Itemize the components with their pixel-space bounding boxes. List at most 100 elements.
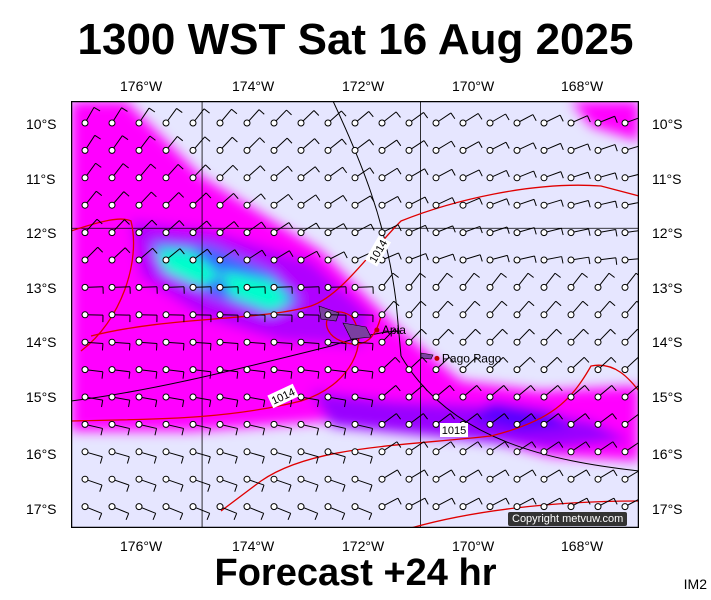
wind-barb (378, 356, 401, 374)
lon-label-top-176: 176°W (120, 78, 163, 94)
wind-barb (270, 193, 293, 209)
copyright-label: Copyright metvuw.com (508, 512, 628, 526)
map-frame (70, 100, 640, 529)
lon-label-bottom-176: 176°W (120, 538, 163, 554)
wind-barb (216, 503, 238, 521)
wind-barb (567, 272, 588, 291)
lon-label-bottom-170: 170°W (452, 538, 495, 554)
place-dot (374, 327, 380, 333)
wind-barb (162, 108, 183, 127)
wind-barb (243, 193, 266, 209)
wind-barb (108, 219, 130, 237)
wind-barb (216, 338, 239, 351)
wind-barb (270, 283, 293, 294)
wind-barb (189, 164, 211, 182)
wind-barb (486, 328, 508, 346)
wind-barb (405, 168, 429, 182)
wind-barb (567, 497, 591, 511)
wind-barb (351, 503, 373, 521)
wind-barb (81, 366, 104, 379)
wind-barb (189, 108, 210, 127)
wind-barb (594, 356, 617, 374)
wind-barb (351, 111, 374, 127)
wind-barb (324, 338, 347, 351)
wind-barb (81, 475, 103, 492)
wind-barb (405, 272, 426, 291)
wind-barb (297, 420, 320, 436)
wind-barb (243, 338, 266, 351)
wind-barb (432, 272, 453, 291)
wind-barb (81, 246, 104, 264)
wind-barb (513, 198, 537, 209)
wind-barb (513, 328, 535, 346)
wind-barb (432, 140, 456, 154)
wind-barb (459, 197, 483, 209)
wind-barb (189, 283, 212, 294)
lat-label-left-12: 12°S (26, 225, 57, 241)
wind-barb (81, 134, 101, 154)
wind-barb (405, 112, 429, 127)
wind-barb (405, 328, 427, 346)
wind-barb (216, 136, 238, 154)
wind-barb (351, 283, 374, 294)
wind-barb (81, 448, 103, 464)
wind-barb (405, 469, 429, 483)
wind-barb (432, 441, 456, 456)
wind-barb (297, 393, 320, 408)
wind-barb (324, 194, 348, 209)
wind-barb (243, 283, 266, 294)
wind-barb (513, 227, 537, 237)
wind-barb (324, 366, 347, 379)
wind-barb (243, 420, 266, 436)
lat-label-left-16: 16°S (26, 446, 57, 462)
wind-barb (459, 469, 483, 483)
wind-barb (351, 195, 375, 209)
wind-barb (378, 300, 400, 319)
wind-barb (135, 283, 158, 294)
wind-barb (594, 228, 618, 237)
forecast-label: Forecast +24 hr (214, 552, 497, 594)
wind-barb (297, 475, 319, 492)
wind-barb (351, 448, 373, 464)
wind-barb (189, 503, 211, 521)
wind-barb (486, 497, 510, 511)
wind-barb (459, 272, 480, 291)
wind-barb (351, 311, 374, 323)
wind-barb (243, 249, 267, 264)
wind-barb (216, 283, 239, 294)
wind-barb (189, 366, 212, 379)
map-canvas: Apia Pago Pago 1014 1014 1015 (70, 100, 645, 529)
wind-barb (324, 311, 347, 323)
wind-barb (405, 140, 429, 154)
wind-barb (459, 356, 482, 374)
wind-barb (108, 107, 128, 127)
wind-barb (540, 441, 564, 456)
wind-barb (567, 356, 590, 374)
wind-barb (432, 168, 456, 182)
wind-barb (270, 475, 292, 492)
wind-barb (567, 256, 591, 265)
wind-barb (162, 503, 184, 521)
wind-barb (432, 469, 456, 483)
wind-barb (108, 135, 129, 154)
wind-barb (540, 413, 563, 428)
wind-barb (459, 141, 483, 154)
lat-label-left-17: 17°S (26, 501, 57, 517)
wind-barb (81, 311, 104, 323)
wind-barb (378, 497, 402, 511)
wind-barb (108, 311, 131, 323)
wind-barb (135, 163, 157, 182)
wind-barb (135, 366, 158, 379)
wind-barb (189, 420, 212, 436)
wind-barb (405, 356, 428, 374)
wind-barb (108, 283, 131, 294)
wind-barb (486, 141, 510, 154)
wind-barb (135, 338, 158, 351)
wind-barb (594, 300, 616, 319)
wind-barb (324, 110, 347, 127)
lat-label-right-17: 17°S (652, 501, 683, 517)
lat-label-left-15: 15°S (26, 389, 57, 405)
wind-barb (297, 194, 321, 209)
wind-barb (351, 223, 375, 237)
lon-label-bottom-174: 174°W (232, 538, 275, 554)
